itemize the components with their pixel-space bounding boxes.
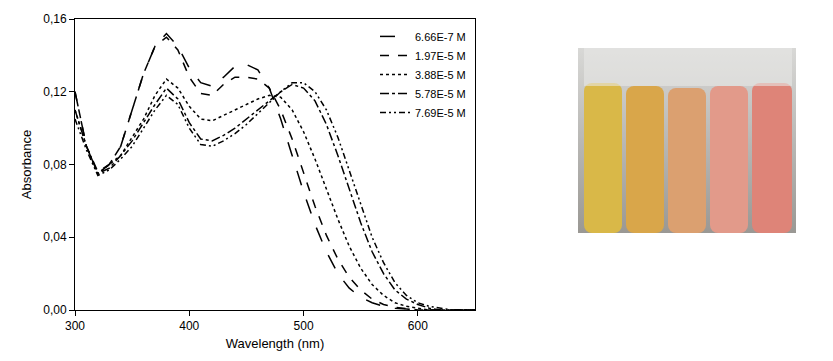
svg-text:0,08: 0,08 xyxy=(43,158,67,172)
svg-text:0,04: 0,04 xyxy=(43,230,67,244)
svg-text:300: 300 xyxy=(65,319,85,333)
svg-text:3.88E-5 M: 3.88E-5 M xyxy=(415,69,466,81)
svg-text:5.78E-5 M: 5.78E-5 M xyxy=(415,88,466,100)
svg-text:600: 600 xyxy=(408,319,428,333)
svg-text:1.97E-5 M: 1.97E-5 M xyxy=(415,50,466,62)
svg-text:0,12: 0,12 xyxy=(43,85,67,99)
svg-text:0,00: 0,00 xyxy=(43,303,67,317)
svg-text:6.66E-7 M: 6.66E-7 M xyxy=(415,31,466,43)
svg-text:0,16: 0,16 xyxy=(43,12,67,26)
svg-text:7.69E-5 M: 7.69E-5 M xyxy=(415,107,466,119)
svg-text:Absorbance: Absorbance xyxy=(19,130,34,199)
svg-text:500: 500 xyxy=(294,319,314,333)
svg-text:Wavelength (nm): Wavelength (nm) xyxy=(226,336,325,351)
svg-text:400: 400 xyxy=(179,319,199,333)
